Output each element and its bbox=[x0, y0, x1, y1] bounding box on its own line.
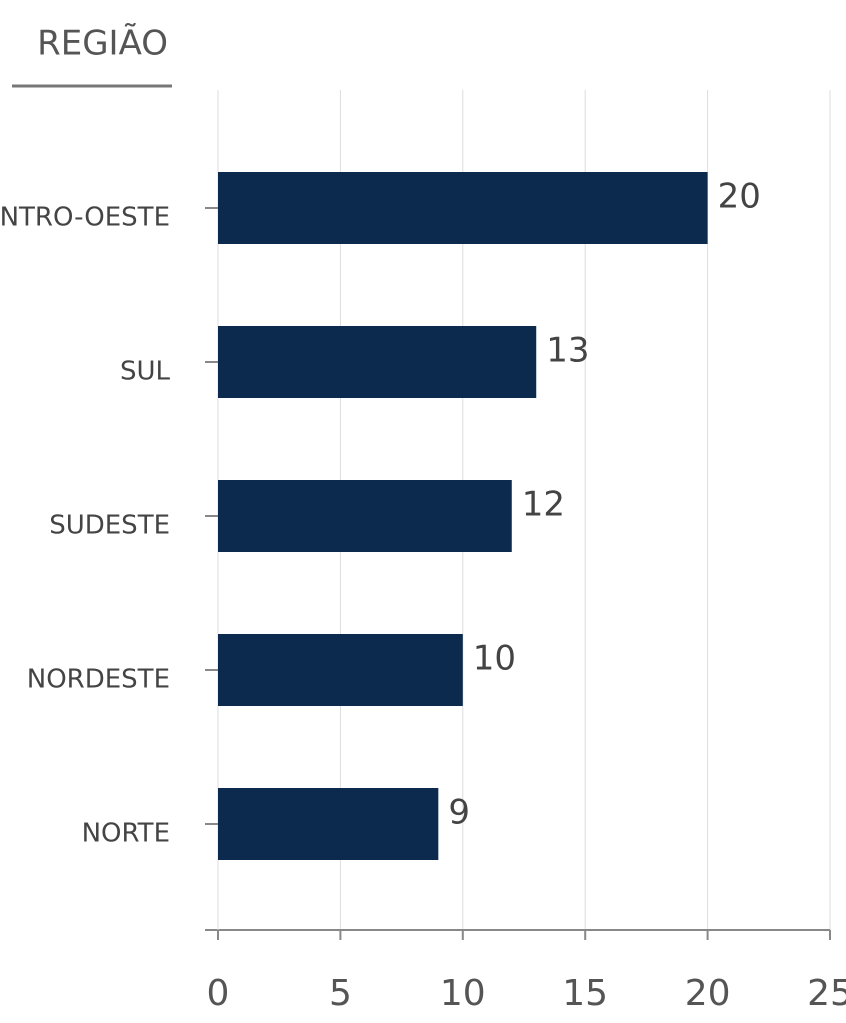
y-tick-label: SUL bbox=[120, 357, 171, 387]
y-tick-label: NORDESTE bbox=[27, 665, 170, 695]
value-label: 12 bbox=[522, 485, 565, 525]
value-label: 13 bbox=[546, 331, 589, 371]
bar bbox=[218, 634, 463, 706]
chart-title: REGIÃO bbox=[37, 24, 168, 64]
y-tick-label: SUDESTE bbox=[49, 511, 170, 541]
x-tick-label: 10 bbox=[440, 973, 486, 1014]
bar bbox=[218, 788, 439, 860]
y-tick-label: CENTRO-OESTE bbox=[0, 203, 170, 233]
bar bbox=[218, 480, 512, 552]
bar bbox=[218, 172, 708, 244]
value-label: 20 bbox=[718, 177, 761, 217]
x-tick-label: 20 bbox=[685, 973, 731, 1014]
value-label: 10 bbox=[473, 639, 516, 679]
y-tick-label: NORTE bbox=[82, 819, 170, 849]
x-tick-label: 0 bbox=[207, 973, 230, 1014]
x-tick-label: 5 bbox=[329, 973, 352, 1014]
x-tick-label: 25 bbox=[807, 973, 846, 1014]
bar bbox=[218, 326, 537, 398]
x-tick-label: 15 bbox=[562, 973, 608, 1014]
value-label: 9 bbox=[448, 793, 470, 833]
